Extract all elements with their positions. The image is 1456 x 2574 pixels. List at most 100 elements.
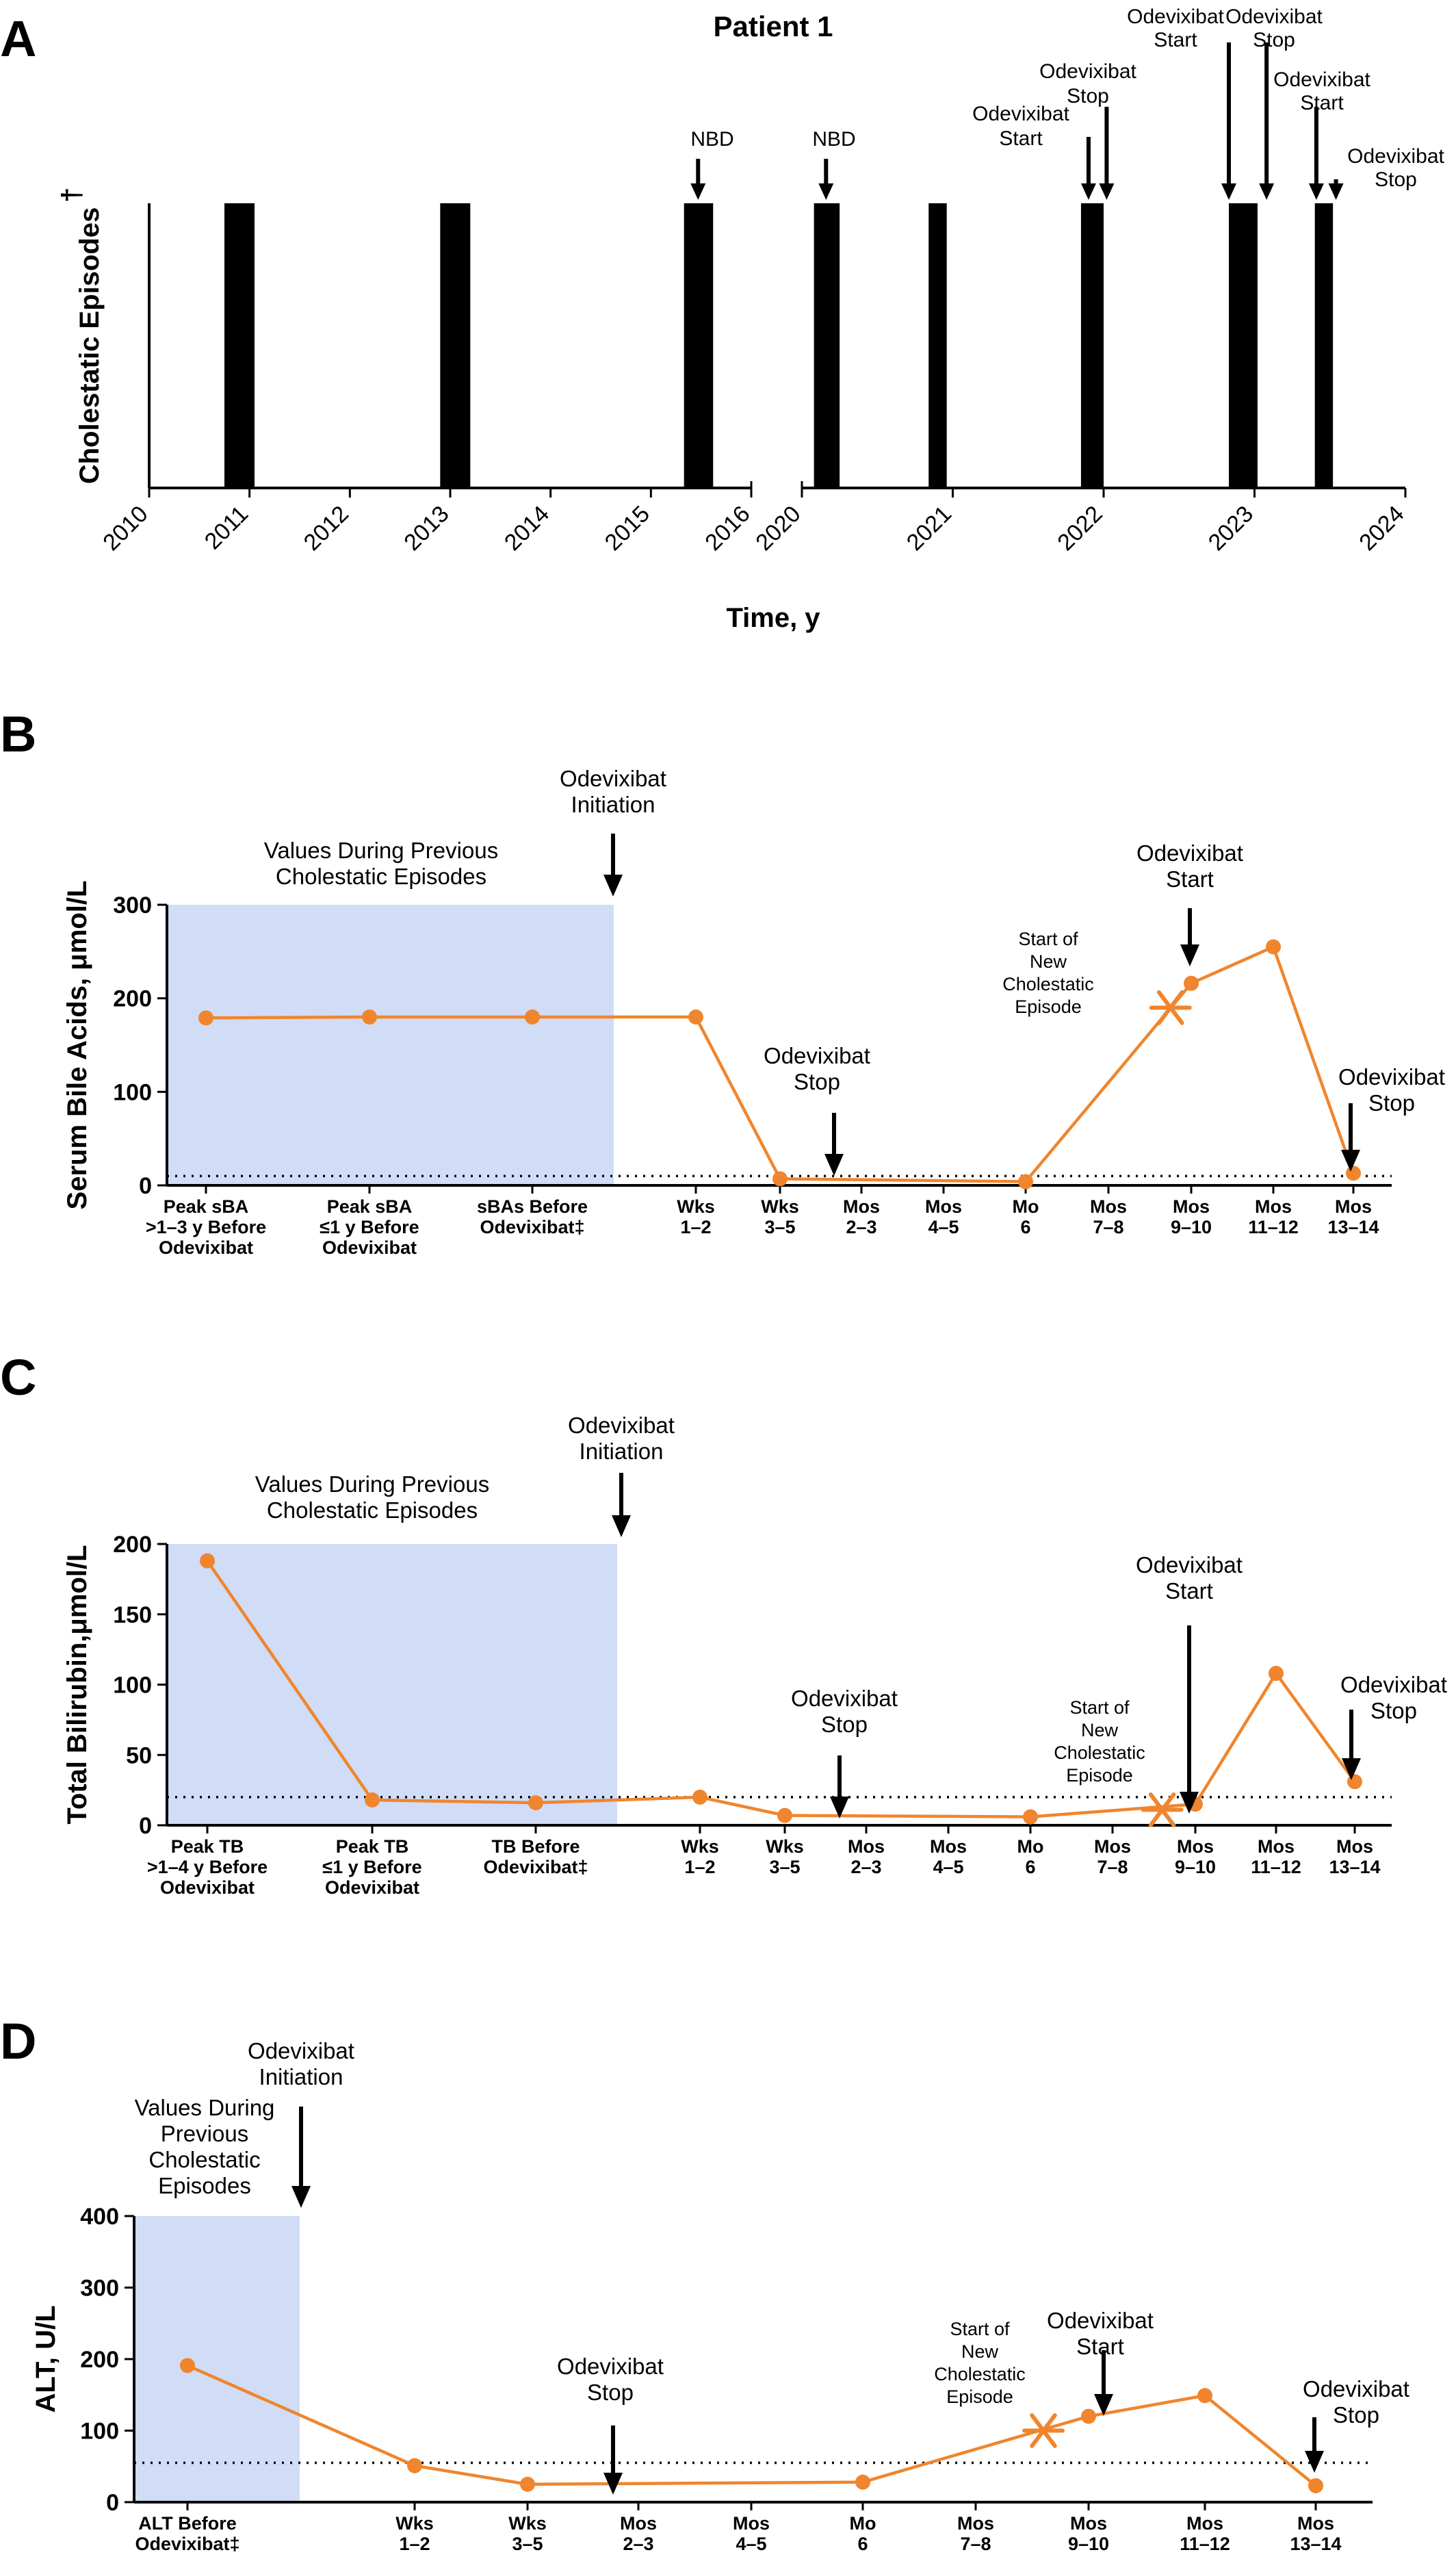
annotation-label-line: Episode: [946, 2386, 1013, 2407]
new-episode-marker: [1149, 990, 1192, 1025]
arrow-head: [1305, 2451, 1324, 2473]
x-tick-label-line: Mos: [1335, 1196, 1372, 1217]
annotation-label-line: Odevixibat: [1347, 145, 1444, 168]
x-tick-label: 2023: [1204, 501, 1258, 556]
data-point: [1346, 1166, 1361, 1181]
data-point: [777, 1807, 792, 1823]
x-tick-label-line: 7–8: [1097, 1857, 1128, 1877]
annotation-label-line: Odevixibat: [568, 1413, 675, 1438]
arrow-head: [603, 2473, 623, 2495]
arrow-head: [1221, 183, 1237, 200]
arrow-head: [818, 183, 834, 200]
annotation-label-line: Odevixibat: [560, 766, 666, 791]
x-tick-label-line: 7–8: [960, 2534, 991, 2554]
data-point: [1347, 1774, 1362, 1790]
x-tick-label: 2021: [902, 501, 957, 556]
x-tick-label-line: 9–10: [1171, 1217, 1212, 1237]
episode-bar: [440, 203, 471, 488]
x-tick-label-line: 6: [1025, 1857, 1035, 1877]
annotation-arrow: [1099, 107, 1115, 200]
y-tick-label: 300: [80, 2276, 119, 2302]
x-tick-label-line: Mos: [925, 1196, 962, 1217]
annotation-label-line: Stop: [1370, 1698, 1417, 1723]
annotation-label-line: Odevixibat: [1127, 5, 1224, 28]
annotation-label-line: Odevixibat: [972, 103, 1069, 125]
x-tick-label-line: 7–8: [1093, 1217, 1123, 1237]
annotation-label-line: New: [961, 2341, 999, 2362]
x-tick-label-line: 3–5: [512, 2534, 543, 2554]
x-tick-label-line: 13–14: [1329, 1857, 1380, 1877]
y-tick-label: 50: [126, 1742, 152, 1768]
annotation-label-line: Start of: [950, 2319, 1010, 2339]
arrow-head: [291, 2186, 311, 2208]
y-axis-label: Serum Bile Acids, μmol/L: [62, 881, 92, 1210]
x-tick-label-line: 9–10: [1068, 2534, 1109, 2554]
shaded-region-label-line: Values During: [135, 2095, 275, 2120]
x-tick-label-line: Mos: [1090, 1196, 1127, 1217]
x-tick-label-line: 1–2: [399, 2534, 430, 2554]
x-tick-label-line: 11–12: [1180, 2534, 1230, 2554]
arrow-head: [1259, 183, 1275, 200]
series-line: [187, 2364, 1317, 2487]
x-tick-label: 2013: [399, 501, 454, 556]
x-tick-label: 2012: [299, 501, 354, 556]
annotation-label-line: Start: [1166, 866, 1214, 892]
x-tick-label-line: Odevixibat: [160, 1877, 255, 1898]
annotation-arrow: [1259, 42, 1275, 200]
episode-bar: [1314, 203, 1334, 488]
x-tick-label-line: 13–14: [1290, 2534, 1341, 2554]
data-point: [1023, 1809, 1038, 1825]
x-tick-label-line: Mos: [848, 1836, 885, 1857]
x-tick-label: Mo6: [850, 2513, 876, 2554]
data-point: [407, 2458, 422, 2473]
y-tick-label: 400: [80, 2204, 119, 2230]
annotation-arrow: [1342, 1710, 1361, 1780]
x-tick-label-line: 6: [1020, 1217, 1030, 1237]
x-tick-label: 2011: [200, 501, 254, 555]
episode-bar: [928, 203, 947, 488]
shaded-region-label-line: Cholestatic Episodes: [276, 864, 486, 889]
annotation-label-line: Stop: [1067, 85, 1109, 107]
data-point: [525, 1009, 540, 1025]
data-point: [1269, 1666, 1284, 1682]
y-axis-label: Cholestatic Episodes: [75, 207, 105, 485]
x-tick-label-line: Mos: [957, 2513, 994, 2534]
y-tick-label: 300: [113, 892, 152, 918]
x-tick-label-line: 2–3: [623, 2534, 653, 2554]
shaded-region-label-line: Values During Previous: [255, 1471, 489, 1497]
x-tick-label: 2010: [98, 501, 153, 556]
x-tick-label-line: 11–12: [1248, 1217, 1299, 1237]
shaded-region: [134, 2216, 300, 2502]
annotation-label-line: Episode: [1066, 1765, 1133, 1786]
star-stroke: [1156, 990, 1184, 1025]
annotation-label-line: Odevixibat: [1225, 5, 1323, 28]
annotation-label-line: Start of: [1069, 1697, 1130, 1718]
x-tick-label-line: Mos: [1177, 1836, 1214, 1857]
annotation-arrow: [1328, 179, 1344, 200]
arrow-head: [830, 1797, 849, 1818]
x-tick-label-line: Wks: [677, 1196, 715, 1217]
x-tick-label-line: 3–5: [769, 1857, 800, 1877]
annotation-arrow: [824, 1113, 844, 1176]
shaded-region: [167, 1544, 617, 1825]
annotation-arrow: [1094, 2350, 1113, 2416]
x-tick-label: 2016: [700, 501, 755, 556]
annotation-label: NBD: [690, 128, 733, 151]
